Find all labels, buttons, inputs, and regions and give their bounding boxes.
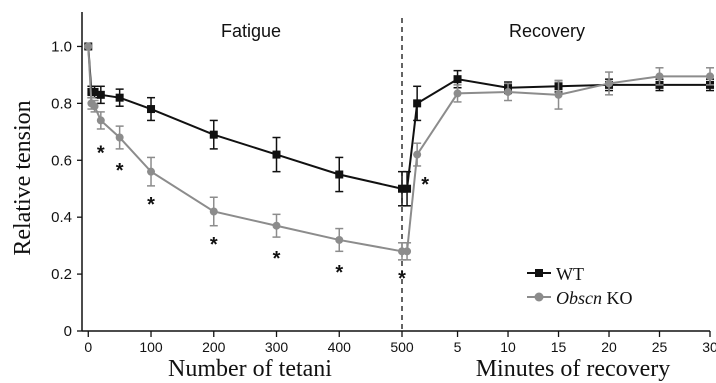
data-point-wt [115, 93, 124, 102]
data-point-obscn-ko [90, 102, 99, 111]
x-tick-label: 10 [500, 339, 516, 355]
x-tick-label: 100 [139, 339, 163, 355]
y-tick-label: 0.6 [51, 152, 72, 169]
significance-asterisk: * [97, 143, 105, 165]
data-point-obscn-ko [453, 89, 462, 98]
data-point-wt [413, 99, 422, 108]
x-tick-label: 25 [652, 339, 668, 355]
x-tick-label: 400 [328, 339, 352, 355]
x-tick-label: 300 [265, 339, 289, 355]
recovery-panel-label: Recovery [509, 21, 585, 41]
fatigue-panel-label: Fatigue [221, 21, 281, 41]
data-point-wt [96, 90, 105, 99]
series-line-wt [87, 46, 403, 190]
data-point-wt [403, 184, 412, 193]
legend: WT Obscn KO [527, 264, 633, 308]
series-line-wt [406, 78, 710, 189]
significance-asterisk: * [147, 194, 155, 216]
x-tick-label: 15 [551, 339, 567, 355]
x-tick-label: 30 [702, 339, 716, 355]
legend-wt-marker [535, 269, 543, 277]
data-point-wt [209, 130, 218, 139]
data-point-obscn-ko [655, 72, 664, 81]
data-point-obscn-ko [209, 207, 218, 216]
y-tick-label: 0.8 [51, 95, 72, 112]
x-tick-label: 200 [202, 339, 226, 355]
data-point-obscn-ko [403, 247, 412, 256]
x-axis-title-recovery: Minutes of recovery [476, 356, 671, 382]
significance-asterisk: * [421, 174, 429, 196]
data-point-wt [147, 105, 156, 114]
data-point-obscn-ko [413, 150, 422, 159]
data-point-wt [398, 184, 406, 193]
legend-obscn-italic: Obscn [556, 288, 602, 308]
data-point-obscn-ko [115, 133, 124, 142]
x-tick-label: 5 [454, 339, 462, 355]
y-tick-label: 0 [64, 323, 72, 340]
y-tick-label: 0.2 [51, 266, 72, 283]
data-point-obscn-ko [706, 72, 714, 81]
x-tick-label: 500 [390, 339, 414, 355]
data-point-wt [453, 75, 462, 84]
significance-asterisk: * [210, 234, 218, 256]
significance-asterisk: * [116, 160, 124, 182]
x-tick-label: 0 [84, 339, 92, 355]
series-line-obscn-ko [87, 46, 403, 253]
significance-asterisk: * [273, 248, 281, 270]
legend-ko-text: KO [602, 288, 633, 308]
data-point-wt [335, 170, 344, 179]
y-tick-label: 0.4 [51, 209, 72, 226]
data-point-obscn-ko [84, 42, 93, 51]
data-point-obscn-ko [605, 79, 614, 88]
data-point-obscn-ko [335, 235, 344, 244]
data-point-obscn-ko [554, 90, 563, 99]
data-point-wt [90, 87, 99, 96]
x-tick-label: 20 [601, 339, 617, 355]
significance-asterisk: * [398, 268, 406, 290]
data-point-obscn-ko [147, 167, 156, 176]
legend-obscn-ko-marker [534, 292, 544, 302]
data-point-obscn-ko [504, 87, 513, 96]
data-point-obscn-ko [96, 116, 105, 125]
significance-asterisk: * [335, 262, 343, 284]
y-tick-label: 1.0 [51, 38, 72, 55]
y-axis-title: Relative tension [10, 100, 36, 255]
series-line-obscn-ko [406, 75, 710, 252]
legend-wt-label: WT [556, 264, 584, 284]
data-point-wt [272, 150, 281, 159]
data-point-obscn-ko [272, 221, 281, 230]
x-axis-title-fatigue: Number of tetani [168, 356, 332, 382]
legend-obscn-ko-label: Obscn KO [556, 288, 633, 308]
